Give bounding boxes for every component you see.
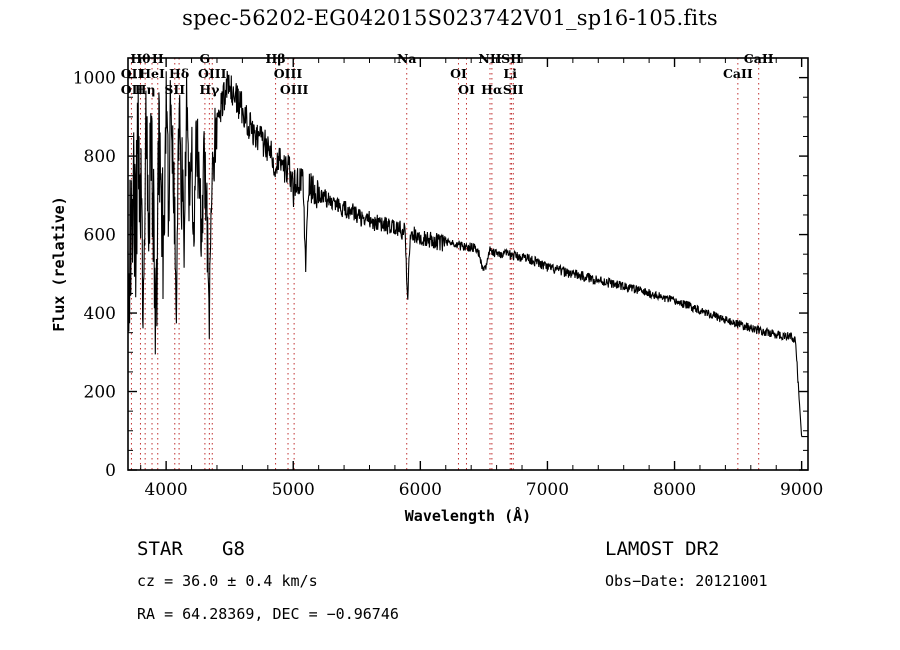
- spectral-line-label: HeI: [139, 66, 165, 81]
- x-tick-label: 8000: [653, 480, 696, 500]
- spectral-line-label: NII: [478, 51, 501, 66]
- spectral-line-label: OIII: [280, 82, 309, 97]
- spectral-line-label: SII: [503, 82, 524, 97]
- figure-title: spec-56202-EG042015S023742V01_sp16-105.f…: [182, 6, 718, 30]
- y-tick-label: 600: [84, 226, 116, 246]
- y-tick-label: 400: [84, 304, 116, 324]
- spectral-line-label: Hδ: [169, 66, 189, 81]
- y-tick-label: 1000: [73, 69, 116, 89]
- spectral-line-label: Li: [503, 66, 517, 81]
- spectral-line-label: Hα: [481, 82, 503, 97]
- spectrum-trace: [127, 70, 808, 438]
- spectral-line-label: CaII: [723, 66, 753, 81]
- spectral-line-label: SII: [501, 51, 522, 66]
- spectral-line-label: OII: [121, 66, 144, 81]
- spectral-line-label: OIII: [198, 66, 227, 81]
- spectral-line-label: CaII: [744, 51, 774, 66]
- plot-frame: [127, 57, 809, 471]
- spectral-line-label: Hθ: [130, 51, 150, 66]
- spectral-line-label: Hβ: [266, 51, 286, 66]
- x-tick-label: 9000: [780, 480, 823, 500]
- y-tick-label: 800: [84, 147, 116, 167]
- spectral-line-label: OI: [458, 82, 475, 97]
- spectral-line-label: OII: [121, 82, 144, 97]
- spectral-line-label: Hγ: [199, 82, 220, 97]
- y-axis-title: Flux (relative): [50, 196, 68, 331]
- x-tick-label: 5000: [272, 480, 315, 500]
- spectral-line-label: OIII: [274, 66, 303, 81]
- y-tick-label: 0: [105, 461, 116, 481]
- x-tick-label: 7000: [526, 480, 569, 500]
- spectral-line-label: OI: [450, 66, 467, 81]
- spectral-line-label: SII: [164, 82, 185, 97]
- y-tick-label: 200: [84, 383, 116, 403]
- x-axis-title: Wavelength (Å): [405, 506, 531, 525]
- x-tick-label: 4000: [144, 480, 187, 500]
- spectral-line-label: H: [152, 51, 164, 66]
- spectral-line-label: Hη: [135, 82, 156, 97]
- spectral-line-label: G: [200, 51, 211, 66]
- spectral-line-label: Na: [397, 51, 417, 66]
- x-tick-label: 6000: [399, 480, 442, 500]
